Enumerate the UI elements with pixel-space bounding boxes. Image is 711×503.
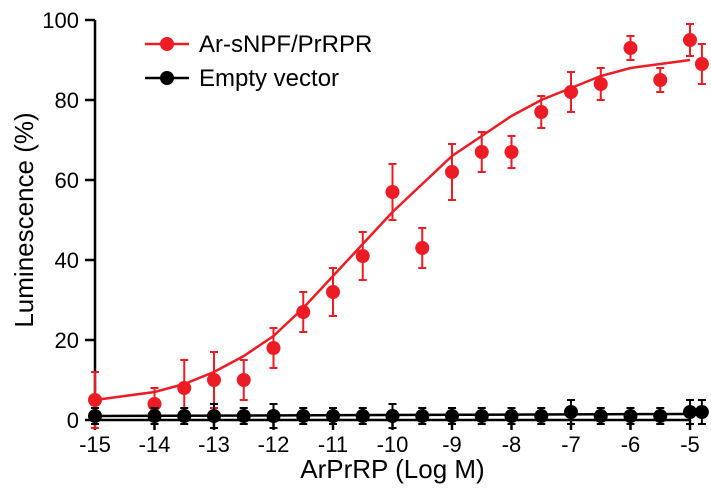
data-point [148,409,162,423]
legend-label: Ar-sNPF/PrRPR [199,31,372,58]
y-axis-title: Luminescence (%) [9,112,39,327]
y-tick-label: 20 [55,328,79,353]
data-point [653,73,667,87]
series-0 [88,24,709,428]
data-point [356,409,370,423]
data-point [386,409,400,423]
y-tick-label: 100 [42,8,79,33]
data-point [386,185,400,199]
data-point [415,241,429,255]
data-point [505,145,519,159]
data-point [534,105,548,119]
x-tick-label: -15 [79,432,111,457]
data-point [445,165,459,179]
data-point [237,409,251,423]
data-point [683,33,697,47]
x-tick-label: -6 [621,432,641,457]
data-point [564,85,578,99]
data-point [326,409,340,423]
data-point [624,409,638,423]
x-tick-label: -12 [258,432,290,457]
data-point [326,285,340,299]
data-point [445,409,459,423]
data-point [296,409,310,423]
data-point [534,409,548,423]
x-tick-label: -7 [561,432,581,457]
x-axis-title: ArPrRP (Log M) [300,454,484,484]
data-point [237,373,251,387]
x-tick-label: -8 [502,432,522,457]
data-point [624,41,638,55]
legend-marker [160,37,174,51]
data-point [356,249,370,263]
chart-container: { "chart": { "type": "scatter-with-fit",… [0,0,711,503]
data-point [594,409,608,423]
data-point [653,409,667,423]
y-tick-label: 0 [67,408,79,433]
data-point [88,409,102,423]
legend: Ar-sNPF/PrRPR Empty vector [145,31,372,92]
y-tick-label: 80 [55,88,79,113]
data-point [207,373,221,387]
data-point [475,409,489,423]
data-point [267,341,281,355]
y-tick-label: 60 [55,168,79,193]
legend-label: Empty vector [199,65,339,92]
x-tick-label: -14 [139,432,171,457]
data-point [505,409,519,423]
legend-marker [160,71,174,85]
data-point [296,305,310,319]
y-tick-label: 40 [55,248,79,273]
data-point [177,381,191,395]
data-point [695,405,709,419]
x-tick-label: -13 [198,432,230,457]
data-point [88,393,102,407]
data-point [415,409,429,423]
data-point [564,405,578,419]
x-tick-label: -5 [680,432,700,457]
data-point [695,57,709,71]
fit-curve [95,60,690,400]
data-point [475,145,489,159]
dose-response-chart: -15-14-13-12-11-10-9-8-7-6-5020406080100… [0,0,711,503]
data-point [207,409,221,423]
data-point [177,409,191,423]
data-point [594,77,608,91]
series-1 [88,400,709,428]
data-point [267,409,281,423]
